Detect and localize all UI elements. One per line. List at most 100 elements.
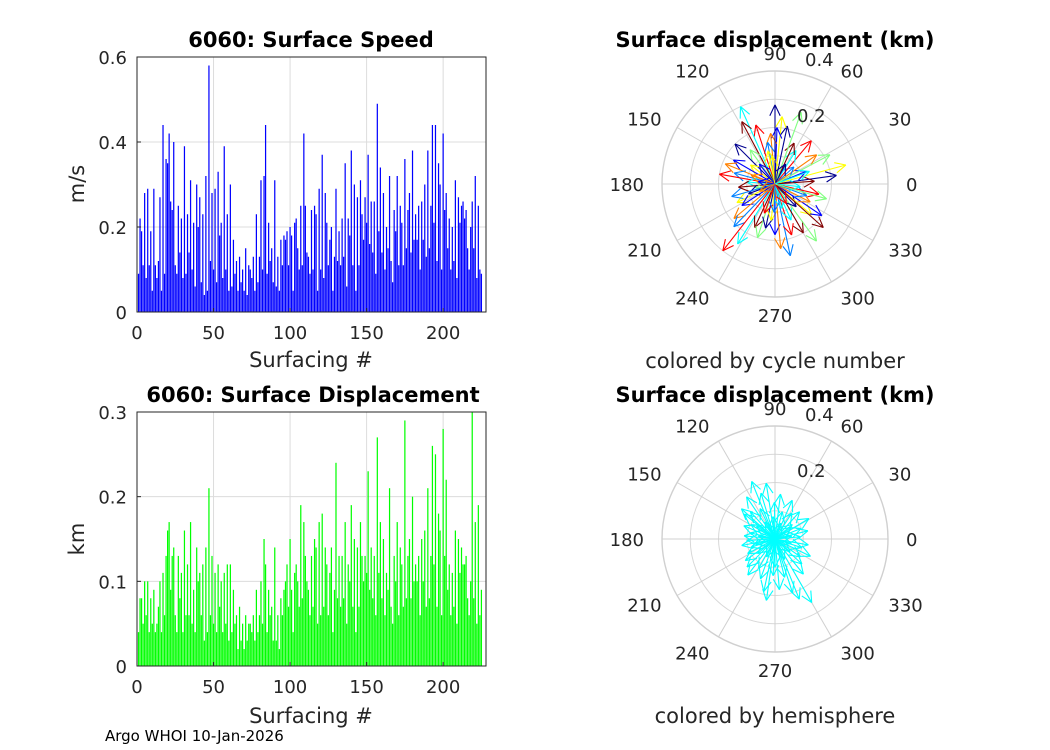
polar-hemisphere-vector-head <box>765 590 774 601</box>
polar-hemisphere-vector-head <box>810 590 813 603</box>
polar-cycle-vector-head <box>733 159 746 162</box>
speed-bar <box>306 252 308 312</box>
speed-bar <box>338 231 340 312</box>
displacement-bar <box>162 572 164 666</box>
speed-xlabel: Surfacing # <box>249 348 373 372</box>
speed-bar <box>402 265 404 312</box>
polar-cycle-vector-head <box>734 143 747 149</box>
polar-cycle-vector <box>765 183 776 229</box>
speed-bar <box>167 163 169 312</box>
speed-bar <box>303 133 305 312</box>
speed-bar <box>245 248 247 312</box>
polar-cycle-vector-head <box>834 162 847 166</box>
speed-bar <box>142 265 144 312</box>
speed-bar <box>411 150 414 312</box>
polar-cycle-angle-label: 210 <box>627 241 661 262</box>
polar-hemisphere-vector-head <box>784 527 792 539</box>
displacement-bar <box>266 632 268 666</box>
displacement-bar <box>456 623 458 666</box>
polar-cycle-vector-head <box>807 140 812 153</box>
speed-bar <box>385 227 388 312</box>
speed-bar <box>209 261 212 312</box>
speed-bar <box>456 278 458 312</box>
displacement-bar <box>457 539 460 666</box>
displacement-bar <box>418 555 420 666</box>
speed-bar <box>163 273 166 312</box>
speed-bar <box>471 201 473 312</box>
polar-cycle-vector-head <box>805 235 817 242</box>
displacement-bar <box>300 505 302 666</box>
displacement-axes-box <box>136 411 487 667</box>
polar-cycle-vector-head <box>800 112 803 125</box>
polar-hemisphere-vector <box>774 494 782 540</box>
speed-bar <box>339 265 342 312</box>
displacement-bar <box>431 445 434 666</box>
speed-bar <box>387 248 389 312</box>
speed-bar <box>280 239 282 312</box>
polar-hemisphere-vector-head <box>763 581 772 592</box>
displacement-bar <box>459 572 461 666</box>
polar-cycle-vector <box>774 116 783 185</box>
displacement-bar <box>333 589 336 666</box>
speed-bar <box>231 286 233 312</box>
speed-bar <box>346 286 348 312</box>
displacement-bar <box>447 589 449 666</box>
speed-bar <box>199 197 201 312</box>
speed-bar <box>369 244 371 312</box>
displacement-bar <box>419 615 421 666</box>
displacement-bar <box>197 581 199 666</box>
speed-bar <box>434 125 437 312</box>
polar-cycle-vector-head <box>792 111 802 122</box>
polar-cycle-vector-head <box>809 213 822 217</box>
polar-hemisphere-vector <box>743 525 776 540</box>
polar-hemisphere-vector-head <box>784 540 791 552</box>
speed-bar <box>310 210 313 312</box>
speed-bar <box>462 201 464 312</box>
displacement-bar <box>229 564 231 666</box>
displacement-bar <box>324 547 326 666</box>
displacement-bar <box>358 606 360 666</box>
polar-cycle-vector-head <box>784 163 787 177</box>
speed-ytick-label: 0.6 <box>98 48 127 69</box>
polar-hemisphere-vector-head <box>747 569 759 576</box>
speed-bar <box>353 184 355 312</box>
displacement-bar <box>410 598 412 666</box>
displacement-bar <box>185 615 187 666</box>
displacement-bar <box>274 547 276 666</box>
polar-hemisphere-angle-label: 300 <box>841 643 875 664</box>
displacement-bar <box>303 522 305 666</box>
displacement-bar-chart: 0 50 100 150 200 0 0.1 0.2 0.3 6060: Surface Dis… <box>65 383 487 728</box>
polar-hemisphere-vector <box>765 538 776 601</box>
polar-hemisphere-angle-label: 150 <box>627 465 661 486</box>
displacement-bar <box>275 640 277 666</box>
polar-hemisphere-vector <box>755 538 776 545</box>
speed-bar <box>258 256 261 312</box>
displacement-bar <box>170 589 172 666</box>
polar-hemisphere-vector <box>774 512 793 540</box>
displacement-xtick-label: 0 <box>131 677 142 698</box>
polar-hemisphere-vector <box>763 538 776 592</box>
speed-bar <box>479 269 481 312</box>
polar-hemisphere-vector-head <box>798 537 809 546</box>
speed-bar <box>200 282 202 312</box>
polar-cycle-vector-head <box>749 149 753 162</box>
displacement-bar <box>153 589 155 666</box>
polar-cycle-vector-head <box>803 180 815 188</box>
polar-cycle-vector-head <box>811 223 824 229</box>
polar-hemisphere-vector-head <box>765 482 774 494</box>
polar-cycle-range-label: 0.2 <box>797 106 826 127</box>
polar-hemisphere-vector <box>747 538 776 576</box>
displacement-bar <box>295 564 297 666</box>
polar-hemisphere-vector <box>746 496 776 540</box>
speed-bar <box>189 180 192 312</box>
speed-bar <box>289 227 291 312</box>
polar-cycle-vector <box>774 163 787 185</box>
polar-hemisphere-vector-head <box>743 531 756 537</box>
displacement-bar <box>254 640 256 666</box>
polar-hemisphere-vector-head <box>751 480 761 490</box>
speed-bar <box>448 218 450 312</box>
polar-hemisphere-angle-label: 270 <box>758 661 792 682</box>
speed-bar <box>304 205 306 312</box>
displacement-bar <box>396 522 398 666</box>
